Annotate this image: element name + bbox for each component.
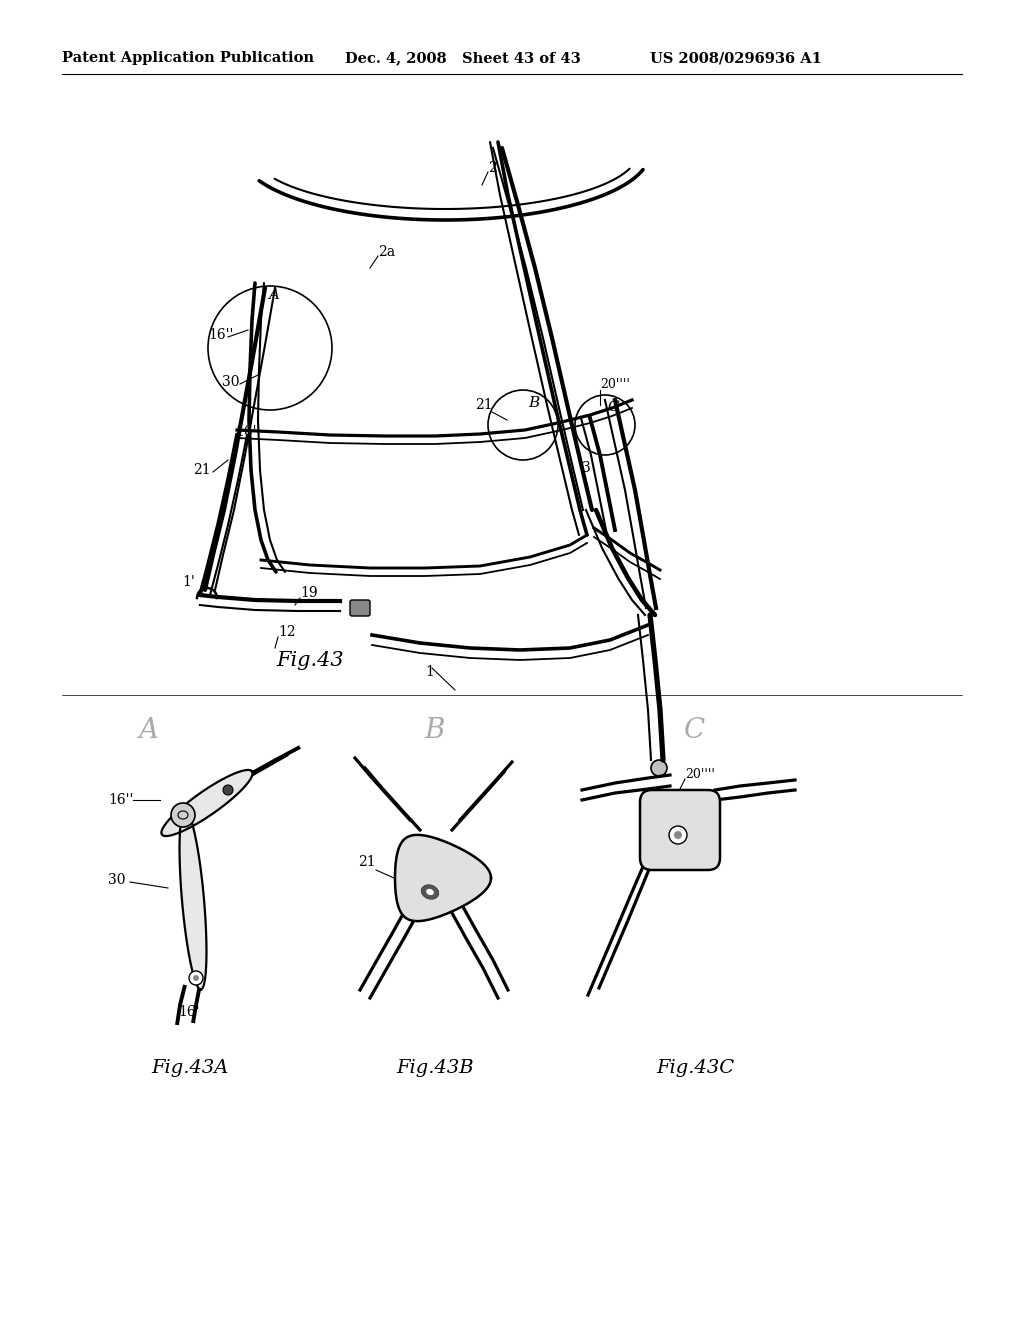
Text: US 2008/0296936 A1: US 2008/0296936 A1 <box>650 51 822 65</box>
Circle shape <box>669 826 687 843</box>
Circle shape <box>193 975 199 981</box>
Text: 30: 30 <box>108 873 126 887</box>
Circle shape <box>223 785 233 795</box>
Text: 20'''': 20'''' <box>685 767 715 780</box>
Text: 16': 16' <box>234 425 256 440</box>
Text: 21: 21 <box>475 399 493 412</box>
FancyBboxPatch shape <box>640 789 720 870</box>
Text: 1': 1' <box>182 576 195 589</box>
Text: 21: 21 <box>193 463 211 477</box>
Polygon shape <box>179 810 207 990</box>
Text: 16'': 16'' <box>208 327 233 342</box>
Text: Patent Application Publication: Patent Application Publication <box>62 51 314 65</box>
Text: 12: 12 <box>278 624 296 639</box>
Text: 2: 2 <box>488 161 497 176</box>
Polygon shape <box>162 770 253 836</box>
Text: Fig.43B: Fig.43B <box>396 1059 474 1077</box>
Text: C: C <box>684 717 706 743</box>
Circle shape <box>674 832 682 840</box>
Ellipse shape <box>421 884 439 899</box>
Ellipse shape <box>426 888 434 895</box>
Circle shape <box>651 760 667 776</box>
Text: Dec. 4, 2008   Sheet 43 of 43: Dec. 4, 2008 Sheet 43 of 43 <box>345 51 581 65</box>
FancyBboxPatch shape <box>350 601 370 616</box>
Text: B: B <box>425 717 445 743</box>
Text: 20'''': 20'''' <box>600 379 630 392</box>
Text: 30: 30 <box>222 375 240 389</box>
Text: 1: 1 <box>425 665 434 678</box>
Text: A: A <box>268 288 280 302</box>
Text: Fig.43C: Fig.43C <box>656 1059 734 1077</box>
Text: 16'': 16'' <box>108 793 133 807</box>
Text: Fig.43: Fig.43 <box>276 651 344 669</box>
Text: 2a: 2a <box>378 246 395 259</box>
Text: 19: 19 <box>300 586 317 601</box>
Text: 3: 3 <box>582 461 591 475</box>
Text: C: C <box>607 400 618 414</box>
Circle shape <box>171 803 195 828</box>
Text: 21: 21 <box>358 855 376 869</box>
Polygon shape <box>395 834 490 921</box>
Text: 16': 16' <box>178 1005 200 1019</box>
Text: A: A <box>138 717 158 743</box>
Circle shape <box>189 972 203 985</box>
Text: B: B <box>528 396 540 411</box>
Text: Fig.43A: Fig.43A <box>152 1059 228 1077</box>
